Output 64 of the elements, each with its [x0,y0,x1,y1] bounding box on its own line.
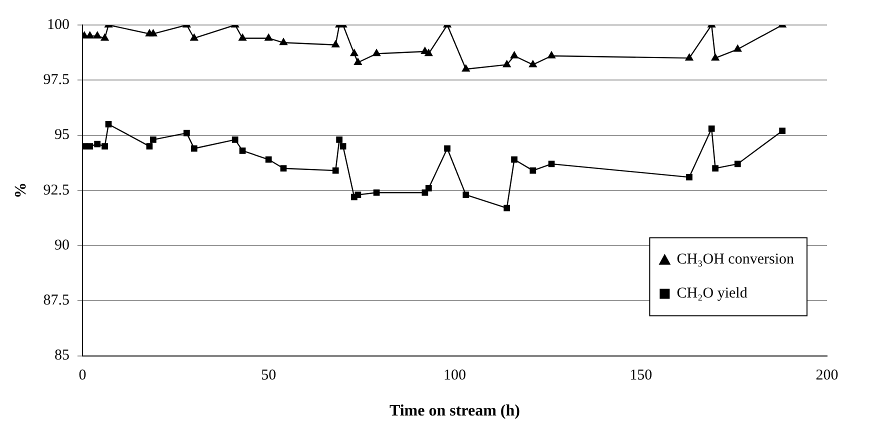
point [340,143,346,150]
x-tick-label: 0 [78,368,86,384]
point [331,40,340,48]
point [354,192,362,198]
point [710,53,720,61]
point [510,50,519,58]
point [93,31,102,39]
point [148,28,158,36]
point [372,48,381,56]
point [504,204,510,212]
point [708,125,715,132]
point [462,64,470,72]
point [684,53,694,61]
x-tick-label: 100 [443,368,466,384]
y-tick-label: 92.5 [43,182,70,198]
point [280,165,287,172]
point [264,33,273,41]
point [733,44,742,52]
point [265,156,272,163]
point [239,148,246,154]
point [336,136,342,143]
point [530,167,536,174]
point [279,38,288,46]
point [502,60,512,68]
point [734,160,741,168]
point [238,33,247,41]
y-tick-label: 90 [54,237,70,254]
point [86,143,94,150]
y-tick-label: 97.5 [43,72,70,88]
point [444,145,450,152]
y-tick-label: 100 [46,16,70,33]
point [425,185,432,192]
point [712,165,718,172]
legend-label: CH₃OH conversion [676,252,794,268]
point [547,50,556,58]
point [102,143,108,150]
y-tick-label: 85 [54,348,70,364]
y-tick-label: 95 [54,127,70,144]
point [354,57,362,65]
point [350,48,359,56]
x-axis-title: Time on stream (h) [389,402,520,420]
point [146,143,153,150]
point [686,174,692,180]
point [528,60,538,68]
point [373,189,380,196]
point [190,145,198,152]
x-tick-label: 50 [261,368,276,384]
x-tick-label: 200 [816,368,838,384]
point [184,130,190,136]
point [462,192,470,198]
point [511,156,518,163]
y-axis-title: % [12,182,30,198]
point [424,48,433,56]
point [232,136,238,143]
point [779,128,786,134]
point [332,167,339,174]
point [190,33,198,41]
x-tick-label: 150 [630,368,652,384]
y-tick-label: 87.5 [43,292,70,309]
point [150,136,156,143]
point [105,121,112,128]
point [100,33,110,41]
legend-label: CH₂O yield [676,286,748,302]
point [94,140,101,148]
